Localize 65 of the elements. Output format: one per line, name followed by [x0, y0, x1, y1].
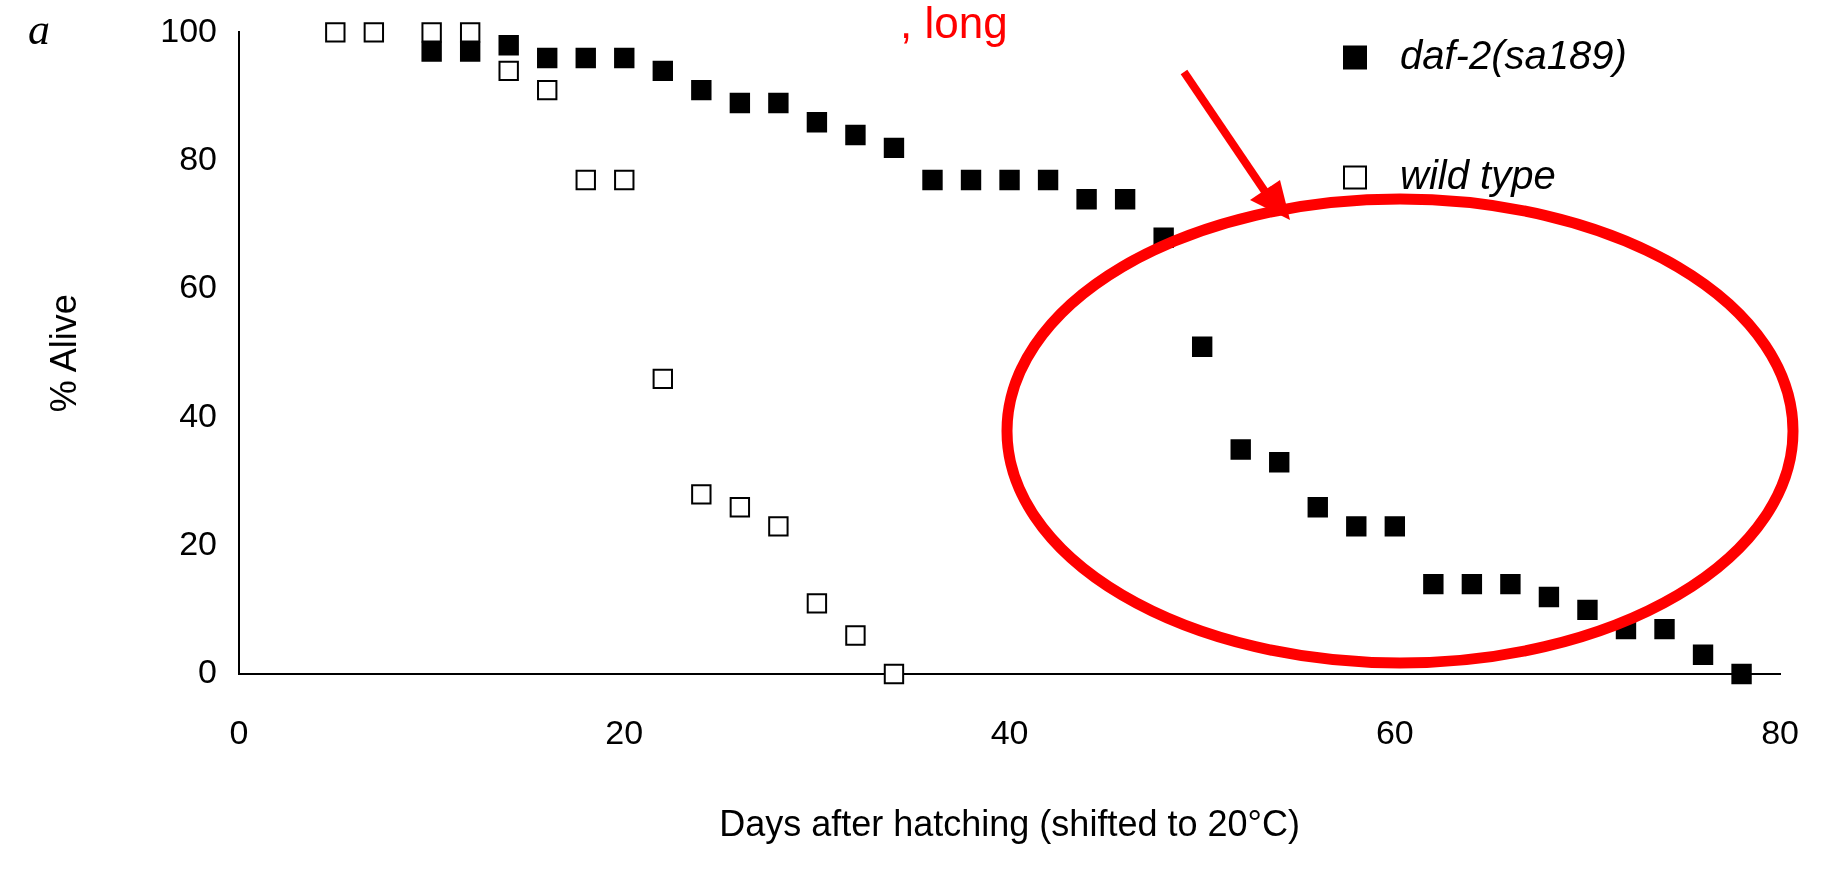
point: [1114, 189, 1136, 210]
point: [1346, 516, 1367, 537]
point: [1731, 663, 1752, 685]
point: [1461, 573, 1483, 595]
y-tick-label: 60: [179, 267, 217, 306]
point: [1307, 496, 1328, 518]
point: [691, 484, 712, 505]
point: [806, 112, 828, 133]
point: [421, 41, 442, 62]
point: [691, 79, 712, 101]
point: [537, 47, 558, 69]
point: [575, 47, 596, 69]
point: [729, 496, 751, 518]
legend-label: wild type: [1400, 152, 1556, 197]
y-tick-label: 20: [179, 524, 217, 563]
point: [1500, 573, 1521, 595]
point: [1384, 516, 1406, 537]
x-tick-label: 80: [1761, 712, 1799, 751]
point: [1538, 586, 1560, 608]
point: [459, 22, 481, 43]
point: [1269, 452, 1290, 473]
text: a: [28, 4, 50, 54]
point: [498, 35, 519, 56]
point: [1037, 169, 1059, 191]
x-tick-label: 60: [1375, 712, 1414, 751]
point: [922, 169, 943, 191]
y-tick-label: 100: [160, 10, 217, 49]
point: [459, 41, 481, 62]
y-tick-label: 0: [198, 652, 217, 691]
legend-label: daf-2(sa189): [1400, 32, 1627, 77]
point: [1230, 439, 1251, 460]
point: [421, 22, 442, 43]
x-tick-label: 0: [229, 712, 249, 751]
point: [614, 47, 635, 69]
point: [363, 22, 385, 43]
point: [806, 593, 828, 614]
point: [498, 60, 519, 82]
point: [1654, 618, 1675, 640]
point: [652, 60, 673, 82]
point: [999, 169, 1020, 191]
x-tick-label: 40: [990, 712, 1029, 751]
point: [1076, 189, 1097, 210]
point: [537, 79, 558, 101]
point: [729, 92, 751, 114]
point: [652, 368, 673, 390]
point: [960, 169, 982, 191]
point: [845, 124, 866, 146]
x-axis-title: Days after hatching (shifted to 20°C): [719, 803, 1300, 845]
annotation: , long: [900, 0, 1008, 48]
point: [845, 625, 866, 646]
point: [1692, 644, 1714, 665]
point: [768, 92, 789, 114]
point: [883, 663, 905, 685]
y-axis-title: % Alive: [42, 294, 84, 413]
x-tick-label: 20: [605, 712, 644, 751]
point: [768, 516, 789, 537]
point: [1577, 599, 1598, 621]
point: [325, 22, 346, 43]
point: [614, 169, 635, 191]
point: [1191, 336, 1213, 357]
point: [1423, 573, 1444, 595]
y-tick-label: 40: [179, 395, 217, 434]
y-tick-label: 80: [179, 139, 217, 178]
point: [883, 137, 905, 159]
point: [575, 169, 596, 191]
